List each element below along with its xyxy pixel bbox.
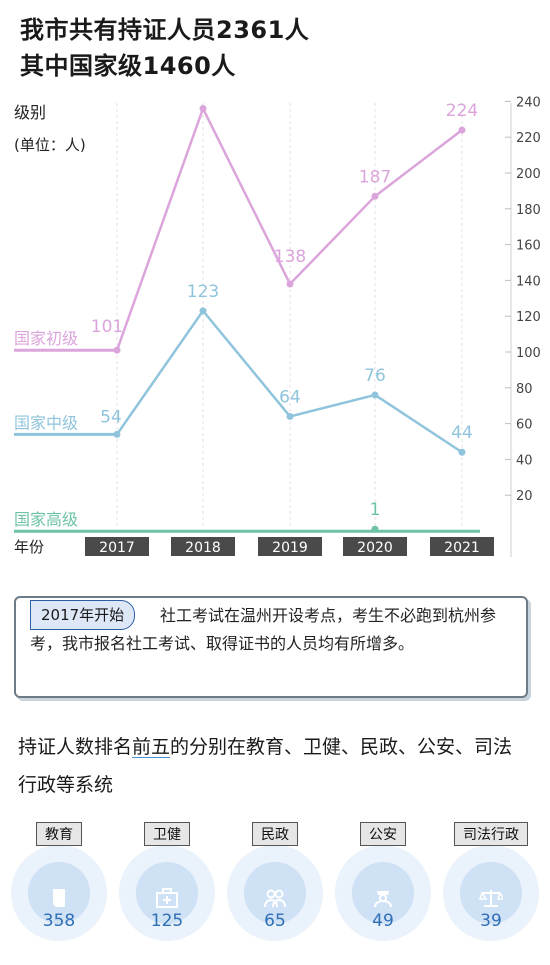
sector-label: 司法行政 [454, 822, 528, 846]
sector-ring: 39 [443, 845, 539, 941]
sector-value: 39 [480, 911, 502, 931]
police-icon [371, 888, 395, 908]
y-tick-label: 120 [516, 310, 541, 325]
y-tick-label: 80 [516, 382, 533, 397]
x-tick-label: 2021 [444, 540, 480, 556]
sector-value: 65 [264, 911, 286, 931]
data-point [286, 412, 294, 420]
sector-ring: 358 [11, 845, 107, 941]
y-axis-title: 级别 [14, 103, 46, 122]
x-tick-label: 2020 [357, 540, 393, 556]
x-tick-badge [343, 537, 407, 556]
y-tick-label: 60 [516, 418, 533, 433]
series-label: 国家中级 [14, 413, 78, 432]
data-label: 76 [364, 366, 386, 386]
series-label: 国家高级 [14, 510, 78, 529]
sector-value: 49 [372, 911, 394, 931]
sector-label: 卫健 [144, 822, 190, 846]
note-tag: 2017年开始 [30, 600, 136, 630]
data-point [371, 391, 379, 399]
headline-line1: 我市共有持证人员2361人 [20, 16, 310, 44]
x-tick-badge [258, 537, 322, 556]
line-chart: 级别 (单位：人) 20 40 60 80 100 120 140 160 180 200 220 240… [14, 95, 541, 557]
sector-ring: 49 [335, 845, 431, 941]
sector-item: 39 司法行政 [441, 815, 541, 965]
x-tick-label: 2019 [272, 540, 308, 556]
x-tick-label: 2018 [185, 540, 221, 556]
data-label: 123 [187, 282, 219, 302]
note-text: 社工考试在温州开设考点，考生不必跑到杭州参考，我市报名社工考试、取得证书的人员均… [30, 602, 510, 658]
summary-em: 前五 [132, 736, 171, 758]
x-tick-badge [85, 537, 149, 556]
sector-label: 教育 [36, 822, 82, 846]
info-note: 2017年开始 社工考试在温州开设考点，考生不必跑到杭州参考，我市报名社工考试、… [14, 596, 528, 698]
sector-list: 358 教育 125 卫健 65 民政 49 公安 [0, 815, 550, 965]
x-axis-title: 年份 [14, 538, 44, 556]
data-label: 44 [451, 423, 473, 443]
data-point [113, 430, 121, 438]
y-tick-label: 240 [516, 95, 541, 110]
sector-value: 125 [150, 911, 184, 931]
data-point [113, 346, 121, 354]
sector-ring: 65 [227, 845, 323, 941]
x-tick-label: 2017 [99, 540, 135, 556]
data-label: 224 [446, 101, 478, 121]
data-label: 1 [370, 500, 381, 520]
data-point [458, 448, 466, 456]
data-point [199, 307, 207, 315]
y-tick-label: 160 [516, 239, 541, 254]
summary-text: 持证人数排名前五的分别在教育、卫健、民政、公安、司法行政等系统 [18, 728, 518, 804]
sector-item: 358 教育 [9, 815, 109, 965]
note-body: 社工考试在温州开设考点，考生不必跑到杭州参考，我市报名社工考试、取得证书的人员均… [30, 606, 497, 653]
summary-pre: 持证人数排名 [18, 736, 133, 758]
data-label: 54 [100, 407, 122, 427]
sector-label: 公安 [360, 822, 406, 846]
data-label: 64 [279, 387, 301, 407]
data-point [371, 192, 379, 200]
data-label: 138 [274, 247, 306, 267]
y-tick-label: 180 [516, 203, 541, 218]
x-tick-badge [171, 537, 235, 556]
sector-item: 65 民政 [225, 815, 325, 965]
summary-post: 的分别在教育、卫健、民政、公安、司法行政等系统 [18, 736, 513, 796]
sector-label: 民政 [252, 822, 298, 846]
y-axis-unit: (单位：人) [14, 136, 86, 154]
y-tick-label: 100 [516, 346, 541, 361]
sector-value: 358 [42, 911, 76, 931]
sector-item: 49 公安 [333, 815, 433, 965]
data-label: 187 [359, 167, 391, 187]
y-tick-label: 200 [516, 167, 541, 182]
headline-line2: 其中国家级1460人 [20, 52, 236, 80]
scales-icon [478, 888, 506, 908]
data-point [286, 280, 294, 288]
y-tick-label: 140 [516, 274, 541, 289]
data-label: 236 [187, 95, 219, 100]
data-point [199, 105, 207, 113]
x-tick-badge [430, 537, 494, 556]
series-label: 国家初级 [14, 329, 78, 348]
y-tick-label: 220 [516, 131, 541, 146]
sector-ring: 125 [119, 845, 215, 941]
data-label: 101 [91, 317, 123, 337]
book-icon [47, 888, 71, 908]
people-icon [263, 888, 287, 908]
y-tick-label: 20 [516, 489, 533, 504]
data-point [458, 126, 466, 134]
sector-item: 125 卫健 [117, 815, 217, 965]
y-tick-label: 40 [516, 453, 533, 468]
medical-kit-icon [155, 888, 179, 908]
